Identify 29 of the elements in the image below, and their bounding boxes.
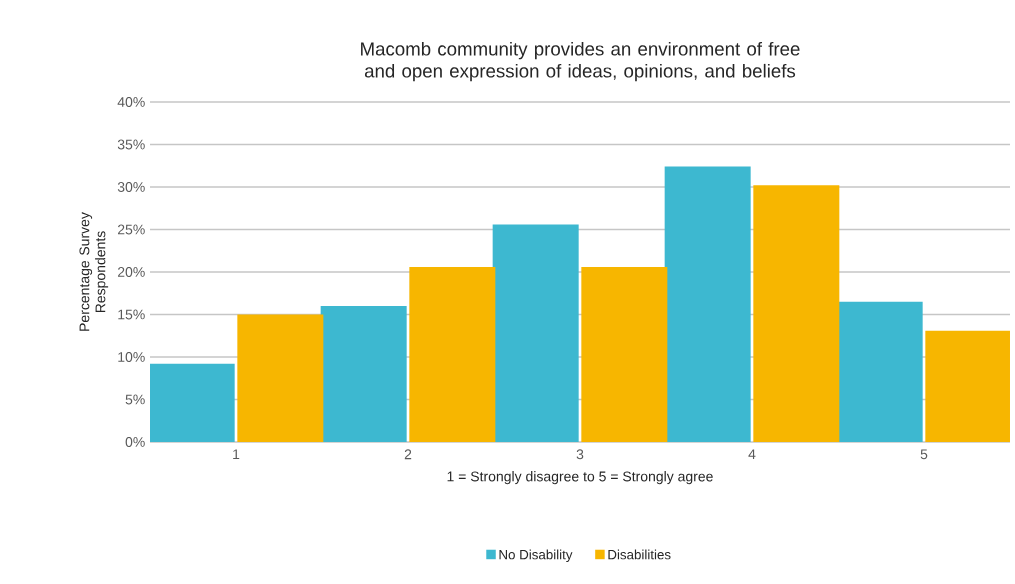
y-tick-label: 40% bbox=[117, 97, 145, 107]
bar bbox=[753, 185, 840, 442]
x-tick-label: 4 bbox=[748, 449, 756, 459]
x-axis-title: 1 = Strongly disagree to 5 = Strongly agree bbox=[447, 471, 713, 485]
bar bbox=[150, 363, 235, 442]
y-tick-label: 35% bbox=[117, 139, 145, 150]
x-tick-label: 1 bbox=[233, 449, 240, 459]
x-tick-label: 5 bbox=[920, 449, 928, 460]
x-tick-label: 2 bbox=[404, 449, 412, 460]
y-tick-label: 15% bbox=[118, 309, 145, 320]
x-tick-label: 3 bbox=[576, 449, 584, 460]
y-axis-title: Percentage Survey Respondents bbox=[79, 212, 109, 331]
bar bbox=[237, 314, 324, 442]
bar bbox=[664, 166, 751, 442]
y-tick-label: 20% bbox=[117, 267, 145, 277]
bar bbox=[492, 224, 579, 442]
y-tick-label: 5% bbox=[125, 394, 145, 405]
legend-label: No Disability bbox=[499, 549, 573, 563]
bar bbox=[581, 266, 668, 442]
legend-label: Disabilities bbox=[608, 549, 671, 560]
bar bbox=[836, 301, 923, 442]
y-tick-label: 25% bbox=[117, 224, 145, 235]
y-tick-label: 30% bbox=[117, 182, 145, 192]
bar bbox=[320, 305, 407, 442]
chart-title: Macomb community provides an environment of free and open expression of ideas, opinions, and beliefs bbox=[361, 41, 800, 82]
y-tick-label: 0% bbox=[125, 437, 145, 447]
bar bbox=[409, 266, 496, 442]
y-tick-label: 10% bbox=[118, 352, 145, 362]
bar bbox=[925, 330, 1010, 442]
